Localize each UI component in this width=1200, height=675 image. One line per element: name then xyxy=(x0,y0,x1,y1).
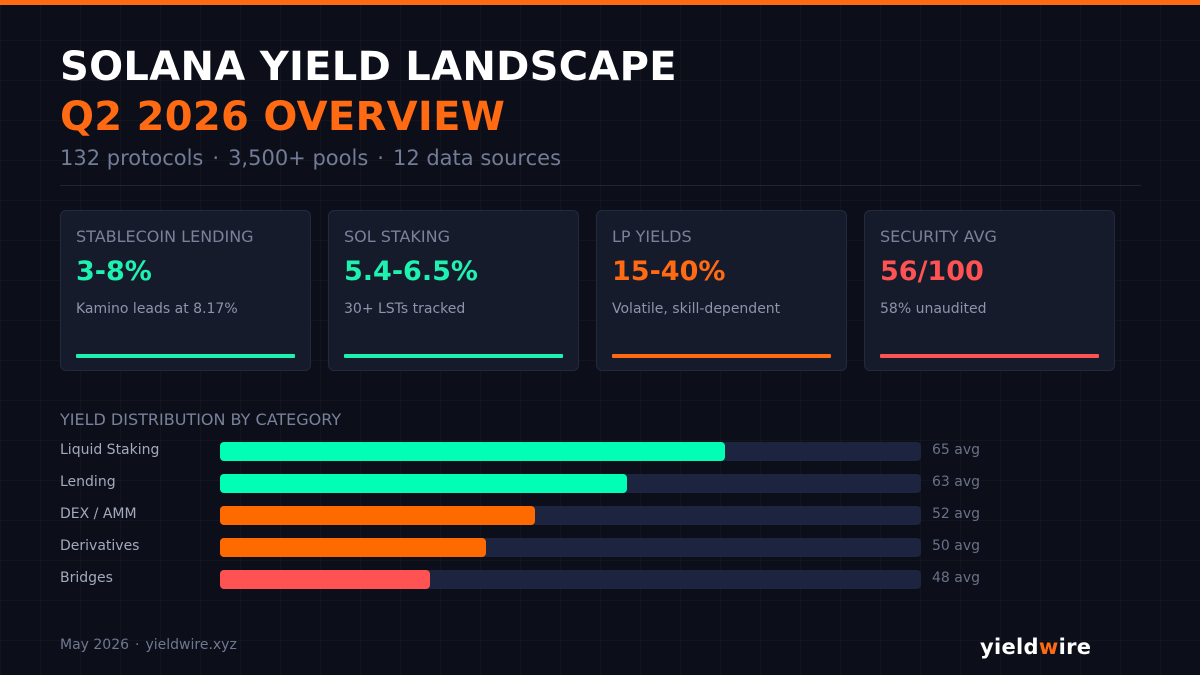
bar-track xyxy=(220,474,921,493)
chart-title: YIELD DISTRIBUTION BY CATEGORY xyxy=(60,410,342,429)
bar-value-label: 63 avg xyxy=(932,474,981,490)
card-label: STABLECOIN LENDING xyxy=(76,227,254,246)
bar-fill xyxy=(220,538,486,557)
card-accent-bar xyxy=(612,354,831,358)
card-value: 5.4-6.5% xyxy=(344,256,478,287)
card-note: 30+ LSTs tracked xyxy=(344,301,466,317)
stat-protocols: 132 protocols xyxy=(60,146,204,170)
card-accent-bar xyxy=(344,354,563,358)
card-value: 56/100 xyxy=(880,256,984,287)
bar-value-label: 65 avg xyxy=(932,442,981,458)
stat-separator: · xyxy=(212,146,220,170)
category-label: Liquid Staking xyxy=(60,442,160,458)
footer-separator: · xyxy=(135,637,140,653)
stat-pools: 3,500+ pools xyxy=(228,146,369,170)
card-sol-staking: SOL STAKING 5.4-6.5% 30+ LSTs tracked xyxy=(328,210,579,371)
card-lp-yields: LP YIELDS 15-40% Volatile, skill-depende… xyxy=(596,210,847,371)
brand-prefix: yield xyxy=(980,635,1039,659)
card-label: LP YIELDS xyxy=(612,227,692,246)
brand-suffix: ire xyxy=(1058,635,1092,659)
brand-logo: yieldwire xyxy=(980,635,1091,659)
page-subtitle: Q2 2026 OVERVIEW xyxy=(60,94,506,140)
card-stablecoin-lending: STABLECOIN LENDING 3-8% Kamino leads at … xyxy=(60,210,311,371)
stat-separator: · xyxy=(377,146,384,170)
bar-fill xyxy=(220,506,535,525)
card-note: 58% unaudited xyxy=(880,301,987,317)
card-note: Volatile, skill-dependent xyxy=(612,301,781,317)
card-accent-bar xyxy=(880,354,1099,358)
bar-track xyxy=(220,570,921,589)
bar-track xyxy=(220,442,921,461)
bar-track xyxy=(220,506,921,525)
card-label: SECURITY AVG xyxy=(880,227,997,246)
page-title: SOLANA YIELD LANDSCAPE xyxy=(60,44,677,90)
category-label: Derivatives xyxy=(60,538,140,554)
card-note: Kamino leads at 8.17% xyxy=(76,301,238,317)
category-label: Bridges xyxy=(60,570,113,586)
bar-fill xyxy=(220,570,430,589)
card-label: SOL STAKING xyxy=(344,227,450,246)
category-label: Lending xyxy=(60,474,116,490)
card-value: 15-40% xyxy=(612,256,726,287)
footer-info: May 2026 · yieldwire.xyz xyxy=(60,637,237,653)
bar-value-label: 50 avg xyxy=(932,538,981,554)
card-security-avg: SECURITY AVG 56/100 58% unaudited xyxy=(864,210,1115,371)
brand-accent-letter: w xyxy=(1038,635,1059,659)
bar-track xyxy=(220,538,921,557)
bar-fill xyxy=(220,474,627,493)
bar-value-label: 52 avg xyxy=(932,506,981,522)
header-divider xyxy=(60,185,1141,186)
bar-value-label: 48 avg xyxy=(932,570,981,586)
summary-stats: 132 protocols · 3,500+ pools · 12 data sourc… xyxy=(60,146,561,170)
category-label: DEX / AMM xyxy=(60,506,137,522)
card-value: 3-8% xyxy=(76,256,152,287)
card-accent-bar xyxy=(76,354,295,358)
bar-fill xyxy=(220,442,725,461)
footer-site: yieldwire.xyz xyxy=(145,637,237,653)
top-accent-bar xyxy=(0,0,1200,5)
footer-date: May 2026 xyxy=(60,637,130,653)
stat-sources: 12 data sources xyxy=(392,146,562,170)
